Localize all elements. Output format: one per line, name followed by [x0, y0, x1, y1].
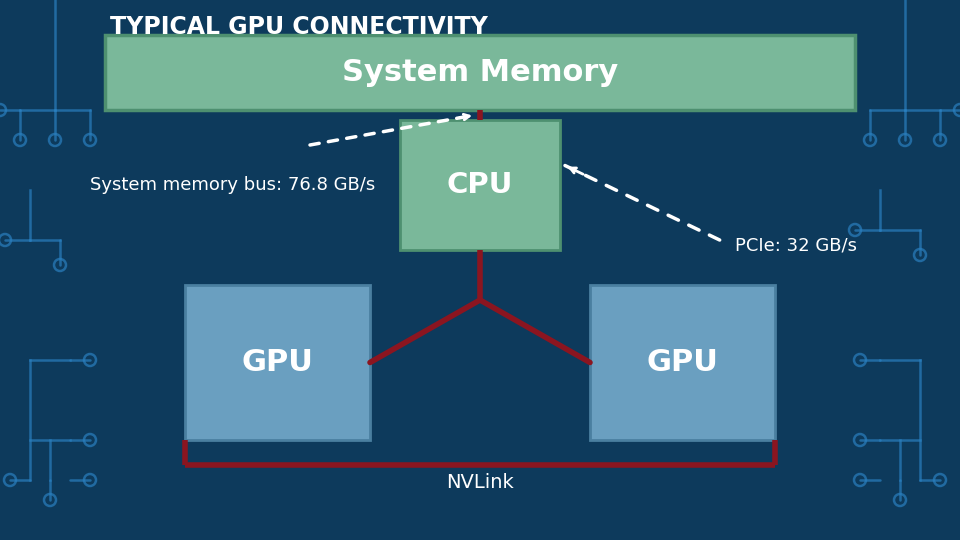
Text: NVLink: NVLink: [446, 473, 514, 492]
Text: System Memory: System Memory: [342, 58, 618, 87]
Text: TYPICAL GPU CONNECTIVITY: TYPICAL GPU CONNECTIVITY: [110, 15, 488, 39]
Text: GPU: GPU: [242, 348, 313, 377]
Text: GPU: GPU: [647, 348, 718, 377]
Text: PCIe: 32 GB/s: PCIe: 32 GB/s: [735, 236, 857, 254]
Text: System memory bus: 76.8 GB/s: System memory bus: 76.8 GB/s: [90, 176, 375, 194]
Text: CPU: CPU: [446, 171, 514, 199]
FancyBboxPatch shape: [185, 285, 370, 440]
FancyBboxPatch shape: [400, 120, 560, 250]
FancyBboxPatch shape: [105, 35, 855, 110]
FancyBboxPatch shape: [590, 285, 775, 440]
